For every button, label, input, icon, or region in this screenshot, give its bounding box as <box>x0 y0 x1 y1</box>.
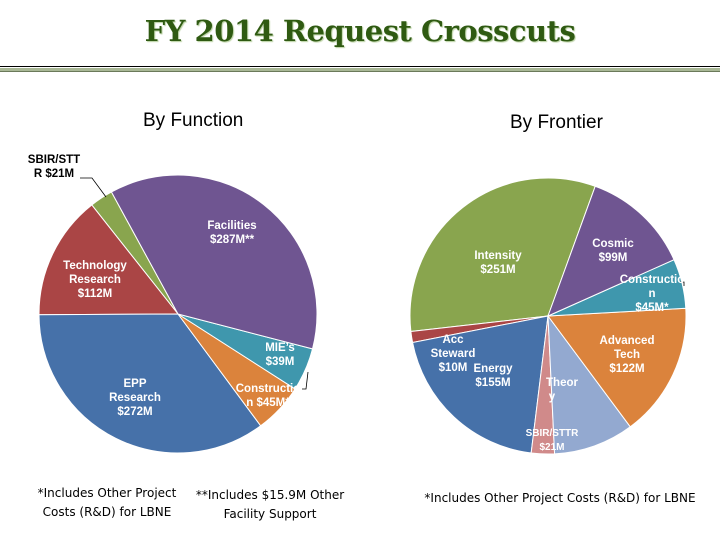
function-chart-title: By Function <box>143 110 244 131</box>
page-title: FY 2014 Request Crosscuts <box>144 14 576 48</box>
label-cosmic: Cosmic $99M <box>592 238 634 264</box>
label-energy: Energy $155M <box>473 363 513 389</box>
slice-technology-research <box>38 204 180 316</box>
slice-intensity <box>409 177 596 333</box>
slice-advanced-tech <box>547 307 687 428</box>
label-frontier-sbir: SBIR/STTR $21M <box>525 428 579 453</box>
label-mies: MIE’s $39M <box>265 342 295 368</box>
label-advanced-tech: Advanced Tech $122M <box>599 335 655 375</box>
label-theory: Theor y <box>546 377 578 403</box>
title-rule <box>0 66 720 67</box>
footnote-facility-support: **Includes $15.9M Other Facility Support <box>195 488 345 521</box>
frontier-chart-title: By Frontier <box>510 112 603 133</box>
construction-leader-line <box>680 281 685 286</box>
sbir-leader-line <box>80 177 107 198</box>
label-acc-steward: Acc Steward $10M <box>430 334 476 374</box>
title-rule-band <box>0 68 720 72</box>
slice-epp-research <box>38 313 262 454</box>
label-epp-research: EPP Research $272M <box>109 378 161 418</box>
mie-leader-line <box>302 371 309 390</box>
slice-facilities <box>110 174 318 350</box>
footnote-lbne-right: *Includes Other Project Costs (R&D) for … <box>424 491 696 505</box>
label-function-sbir: SBIR/STT R $21M <box>27 154 81 180</box>
slice-cosmic <box>547 185 675 317</box>
label-frontier-construction: Constructio n $45M* <box>619 274 685 314</box>
label-intensity: Intensity $251M <box>474 250 522 276</box>
label-technology-research: Technology Research $112M <box>63 260 127 300</box>
footnote-lbne-left: *Includes Other Project Costs (R&D) for … <box>37 486 177 519</box>
slice-theory <box>547 314 631 455</box>
label-facilities: Facilities $287M** <box>207 220 257 246</box>
label-function-construction: Constructio n $45M* <box>235 383 301 409</box>
slice-energy <box>411 315 549 454</box>
